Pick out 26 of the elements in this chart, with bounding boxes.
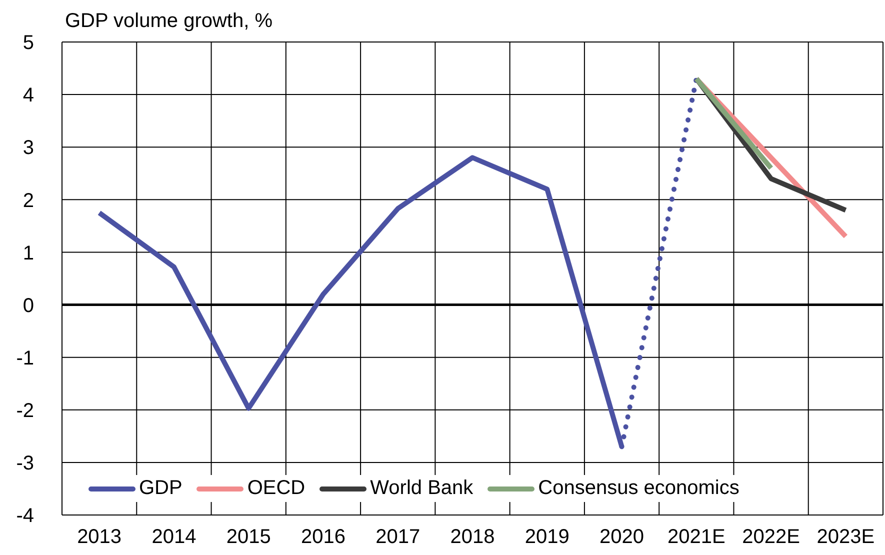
y-tick-label: 1	[22, 242, 34, 264]
legend-label: GDP	[139, 477, 182, 500]
y-tick-label: -1	[16, 347, 34, 370]
x-tick-label: 2020	[600, 526, 644, 548]
x-tick-label: 2014	[152, 526, 196, 548]
y-tick-label: 5	[22, 32, 34, 54]
x-tick-label: 2015	[226, 526, 271, 548]
y-tick-label: 2	[22, 190, 34, 212]
x-tick-label: 2023E	[816, 526, 875, 548]
y-tick-label: 4	[22, 84, 34, 107]
x-tick-label: 2022E	[742, 526, 800, 548]
y-tick-label: -3	[16, 452, 34, 475]
x-tick-label: 2017	[376, 526, 420, 548]
legend-label: World Bank	[370, 477, 474, 500]
x-tick-label: 2013	[77, 526, 122, 548]
legend-label: Consensus economics	[538, 477, 740, 500]
y-tick-label: -4	[16, 505, 34, 528]
y-tick-label: 3	[22, 137, 34, 160]
x-tick-label: 2018	[450, 526, 495, 548]
chart-title: GDP volume growth, %	[65, 10, 272, 33]
x-tick-label: 2021E	[667, 526, 726, 548]
x-tick-label: 2016	[300, 526, 346, 548]
legend-label: OECD	[247, 477, 306, 500]
y-tick-label: -2	[16, 400, 34, 422]
y-tick-label: 0	[22, 294, 34, 317]
x-tick-label: 2019	[524, 526, 570, 548]
